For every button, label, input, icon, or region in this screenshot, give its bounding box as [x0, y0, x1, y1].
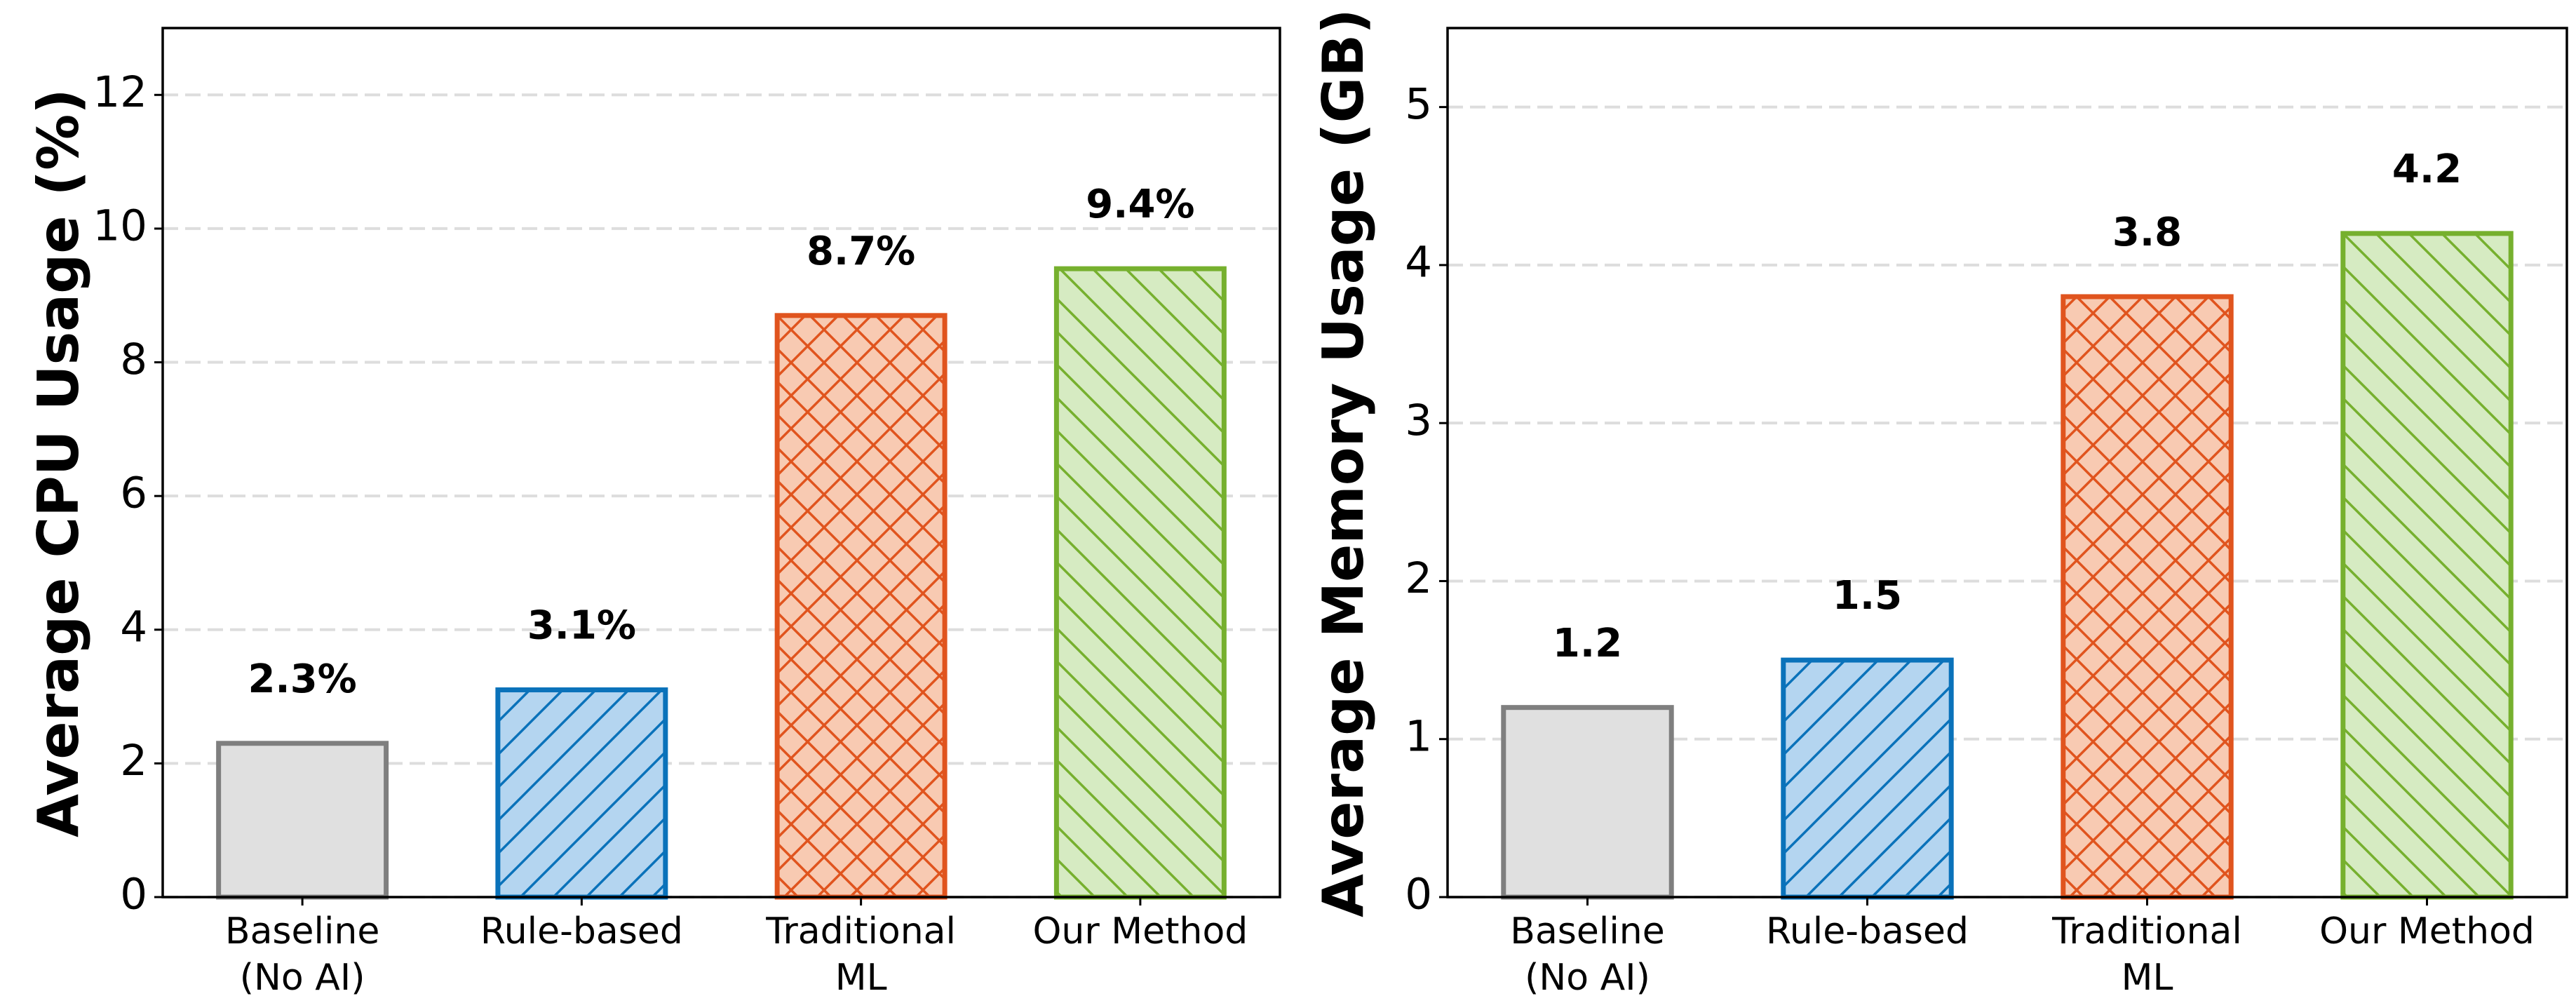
bar — [218, 743, 386, 897]
bar-hatch — [497, 689, 666, 897]
bar-hatch — [2063, 296, 2232, 897]
value-label: 4.2 — [2392, 147, 2462, 192]
bar — [1503, 707, 1672, 897]
value-label: 9.4% — [1086, 182, 1194, 227]
value-label: 8.7% — [807, 229, 915, 274]
y-tick-label: 8 — [120, 335, 147, 384]
x-tick-label: Our Method — [1032, 910, 1248, 952]
x-tick-label: Traditional ML — [765, 910, 956, 999]
x-tick-label: Baseline (No AI) — [225, 910, 379, 999]
y-tick-label: 0 — [1405, 870, 1432, 920]
y-tick-label: 4 — [120, 602, 147, 652]
value-label: 1.2 — [1553, 621, 1622, 666]
bar-hatch — [1783, 660, 1952, 897]
value-label: 2.3% — [248, 657, 356, 702]
bar-hatch — [2342, 233, 2511, 897]
value-label: 3.8 — [2112, 210, 2182, 255]
axes-frame — [1446, 27, 2568, 898]
y-tick-label: 5 — [1405, 79, 1432, 129]
x-tick-label: Rule-based — [1766, 910, 1969, 952]
y-tick-label: 0 — [120, 870, 147, 920]
y-tick-label: 6 — [120, 469, 147, 518]
y-tick-label: 3 — [1405, 396, 1432, 445]
bar-hatch — [1056, 269, 1225, 898]
x-tick-label: Rule-based — [480, 910, 683, 952]
y-tick-label: 2 — [1405, 553, 1432, 603]
x-tick-label: Baseline (No AI) — [1510, 910, 1664, 999]
y-axis-label: Average CPU Usage (%) — [26, 88, 91, 837]
y-tick-label: 12 — [93, 67, 147, 117]
y-tick-label: 10 — [93, 201, 147, 251]
value-label: 3.1% — [527, 603, 636, 649]
y-tick-label: 2 — [120, 736, 147, 786]
y-tick-label: 1 — [1405, 711, 1432, 761]
y-axis-label: Average Memory Usage (GB) — [1311, 8, 1376, 917]
y-tick-label: 4 — [1405, 238, 1432, 288]
x-tick-label: Traditional ML — [2051, 910, 2242, 999]
x-tick-label: Our Method — [2319, 910, 2535, 952]
axes-frame — [161, 27, 1281, 898]
value-label: 1.5 — [1833, 573, 1902, 619]
bar-hatch — [777, 315, 945, 897]
